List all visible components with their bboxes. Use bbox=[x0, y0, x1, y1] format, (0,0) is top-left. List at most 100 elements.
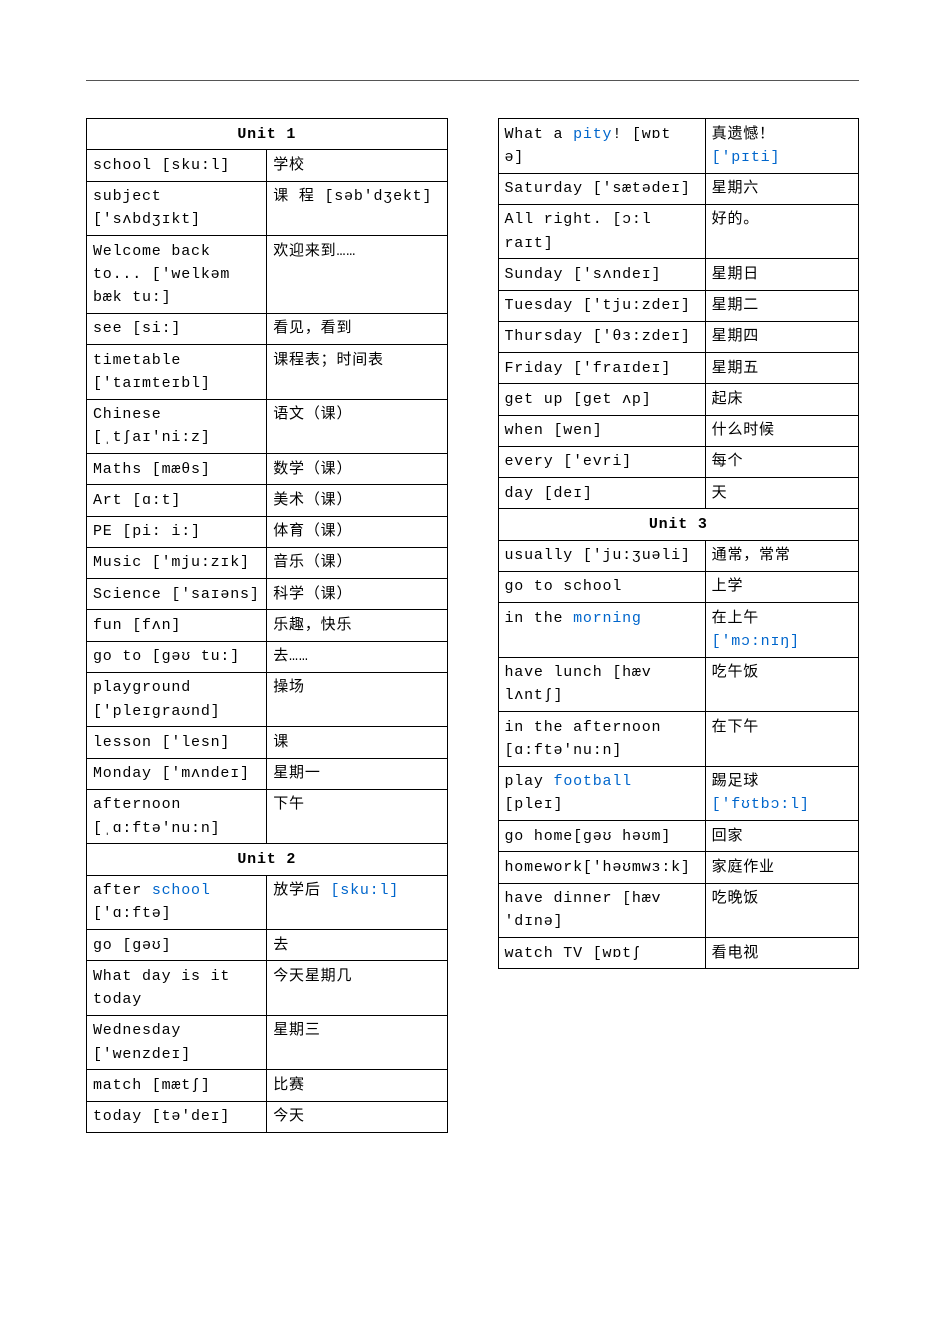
word-en: Art [ɑ:t] bbox=[87, 485, 267, 516]
word-en: go to school bbox=[498, 571, 705, 602]
table-row: after school ['ɑ:ftə] 放学后 [sku:l] bbox=[87, 875, 448, 930]
table-row: when [wen]什么时候 bbox=[498, 415, 859, 446]
word-en: Tuesday ['tju:zdeɪ] bbox=[498, 290, 705, 321]
table-row: Wednesday ['wenzdeɪ]星期三 bbox=[87, 1015, 448, 1070]
table-row: every ['evri]每个 bbox=[498, 446, 859, 477]
word-zh: 家庭作业 bbox=[705, 852, 858, 883]
word-zh: 今天星期几 bbox=[267, 961, 447, 1016]
word-en: Welcome back to... ['welkəm bæk tu:] bbox=[87, 236, 267, 314]
word-zh: 星期四 bbox=[705, 321, 858, 352]
word-en: every ['evri] bbox=[498, 446, 705, 477]
table-row: today [tə'deɪ]今天 bbox=[87, 1101, 448, 1132]
table-row: have lunch [hæv lʌntʃ]吃午饭 bbox=[498, 657, 859, 712]
word-en: Saturday ['sætədeɪ] bbox=[498, 173, 705, 204]
word-zh: 数学（课） bbox=[267, 454, 447, 485]
word-zh: 看电视 bbox=[705, 938, 858, 969]
word-zh: 看见，看到 bbox=[267, 313, 447, 344]
table-row: Science ['saɪəns]科学（课） bbox=[87, 579, 448, 610]
table-row: Tuesday ['tju:zdeɪ]星期二 bbox=[498, 290, 859, 321]
table-row: Maths [mæθs]数学（课） bbox=[87, 454, 448, 485]
word-en: playground ['pleɪgraʊnd] bbox=[87, 672, 267, 727]
word-en: watch TV [wɒtʃ bbox=[498, 938, 705, 969]
table-row: afternoon [ˌɑ:ftə'nu:n]下午 bbox=[87, 789, 448, 844]
word-en: go [gəʊ] bbox=[87, 930, 267, 961]
word-zh: 好的。 bbox=[705, 204, 858, 259]
word-en: subject ['sʌbdʒɪkt] bbox=[87, 181, 267, 236]
table-row: match [mætʃ]比赛 bbox=[87, 1070, 448, 1101]
word-zh: 在下午 bbox=[705, 712, 858, 767]
table-row: What day is it today今天星期几 bbox=[87, 961, 448, 1016]
word-zh: 语文（课） bbox=[267, 399, 447, 454]
table-row: PE [pi: i:]体育（课） bbox=[87, 516, 448, 547]
table-row: in the afternoon [ɑ:ftə'nu:n]在下午 bbox=[498, 712, 859, 767]
word-zh: 比赛 bbox=[267, 1070, 447, 1101]
word-zh: 星期三 bbox=[267, 1015, 447, 1070]
word-zh: 星期六 bbox=[705, 173, 858, 204]
page-rule bbox=[86, 80, 859, 81]
table-row: lesson ['lesn]课 bbox=[87, 727, 448, 758]
word-en: Friday ['fraɪdeɪ] bbox=[498, 353, 705, 384]
word-zh: 天 bbox=[705, 478, 858, 509]
unit-2-header: Unit 2 bbox=[87, 844, 448, 875]
word-en: go home[gəʊ həʊm] bbox=[498, 821, 705, 852]
table-row: timetable ['taɪmteɪbl]课程表；时间表 bbox=[87, 345, 448, 400]
word-en: fun [fʌn] bbox=[87, 610, 267, 641]
word-zh: 吃午饭 bbox=[705, 657, 858, 712]
table-row: Welcome back to... ['welkəm bæk tu:]欢迎来到… bbox=[87, 236, 448, 314]
word-zh: 科学（课） bbox=[267, 579, 447, 610]
table-row: Thursday ['θɜ:zdeɪ]星期四 bbox=[498, 321, 859, 352]
word-en: What day is it today bbox=[87, 961, 267, 1016]
word-zh: 课程表；时间表 bbox=[267, 345, 447, 400]
word-zh: 上学 bbox=[705, 571, 858, 602]
word-en: Chinese [ˌtʃaɪ'ni:z] bbox=[87, 399, 267, 454]
word-en: Monday ['mʌndeɪ] bbox=[87, 758, 267, 789]
table-row: school [sku:l]学校 bbox=[87, 150, 448, 181]
word-zh: 星期日 bbox=[705, 259, 858, 290]
word-zh: 乐趣，快乐 bbox=[267, 610, 447, 641]
table-row: Music ['mju:zɪk]音乐（课） bbox=[87, 547, 448, 578]
word-en: PE [pi: i:] bbox=[87, 516, 267, 547]
word-zh: 星期一 bbox=[267, 758, 447, 789]
word-en: afternoon [ˌɑ:ftə'nu:n] bbox=[87, 789, 267, 844]
table-row: watch TV [wɒtʃ看电视 bbox=[498, 938, 859, 969]
word-zh: 星期二 bbox=[705, 290, 858, 321]
word-zh: 在上午 ['mɔ:nɪŋ] bbox=[705, 603, 858, 658]
table-row: Monday ['mʌndeɪ]星期一 bbox=[87, 758, 448, 789]
word-zh: 通常，常常 bbox=[705, 540, 858, 571]
table-row: Art [ɑ:t]美术（课） bbox=[87, 485, 448, 516]
table-row: see [si:]看见，看到 bbox=[87, 313, 448, 344]
word-en: play football [pleɪ] bbox=[498, 766, 705, 821]
word-en: homework['həʊmwɜ:k] bbox=[498, 852, 705, 883]
table-row: Sunday ['sʌndeɪ]星期日 bbox=[498, 259, 859, 290]
word-en: timetable ['taɪmteɪbl] bbox=[87, 345, 267, 400]
table-row: Saturday ['sætədeɪ]星期六 bbox=[498, 173, 859, 204]
table-row: What a pity! [wɒt ə] 真遗憾！ ['pɪti] bbox=[498, 119, 859, 174]
word-zh: 音乐（课） bbox=[267, 547, 447, 578]
table-row: get up [get ʌp]起床 bbox=[498, 384, 859, 415]
word-en: lesson ['lesn] bbox=[87, 727, 267, 758]
table-row: have dinner [hæv 'dɪnə]吃晚饭 bbox=[498, 883, 859, 938]
table-row: Friday ['fraɪdeɪ]星期五 bbox=[498, 353, 859, 384]
word-en: What a pity! [wɒt ə] bbox=[498, 119, 705, 174]
word-zh: 课 程 [səb'dʒekt] bbox=[267, 181, 447, 236]
word-zh: 操场 bbox=[267, 672, 447, 727]
word-en: Sunday ['sʌndeɪ] bbox=[498, 259, 705, 290]
word-en: today [tə'deɪ] bbox=[87, 1101, 267, 1132]
word-zh: 学校 bbox=[267, 150, 447, 181]
word-en: school [sku:l] bbox=[87, 150, 267, 181]
word-zh: 起床 bbox=[705, 384, 858, 415]
vocab-table-right: What a pity! [wɒt ə] 真遗憾！ ['pɪti] Saturd… bbox=[498, 118, 860, 969]
word-en: in the afternoon [ɑ:ftə'nu:n] bbox=[498, 712, 705, 767]
unit-1-header: Unit 1 bbox=[87, 119, 448, 150]
word-zh: 美术（课） bbox=[267, 485, 447, 516]
table-row: subject ['sʌbdʒɪkt]课 程 [səb'dʒekt] bbox=[87, 181, 448, 236]
word-en: after school ['ɑ:ftə] bbox=[87, 875, 267, 930]
table-row: Chinese [ˌtʃaɪ'ni:z]语文（课） bbox=[87, 399, 448, 454]
table-row: go to [gəʊ tu:]去…… bbox=[87, 641, 448, 672]
word-en: Thursday ['θɜ:zdeɪ] bbox=[498, 321, 705, 352]
word-zh: 吃晚饭 bbox=[705, 883, 858, 938]
unit-3-header: Unit 3 bbox=[498, 509, 859, 540]
vocab-table-left: Unit 1 school [sku:l]学校 subject ['sʌbdʒɪ… bbox=[86, 118, 448, 1133]
table-row: playground ['pleɪgraʊnd]操场 bbox=[87, 672, 448, 727]
table-row: homework['həʊmwɜ:k]家庭作业 bbox=[498, 852, 859, 883]
